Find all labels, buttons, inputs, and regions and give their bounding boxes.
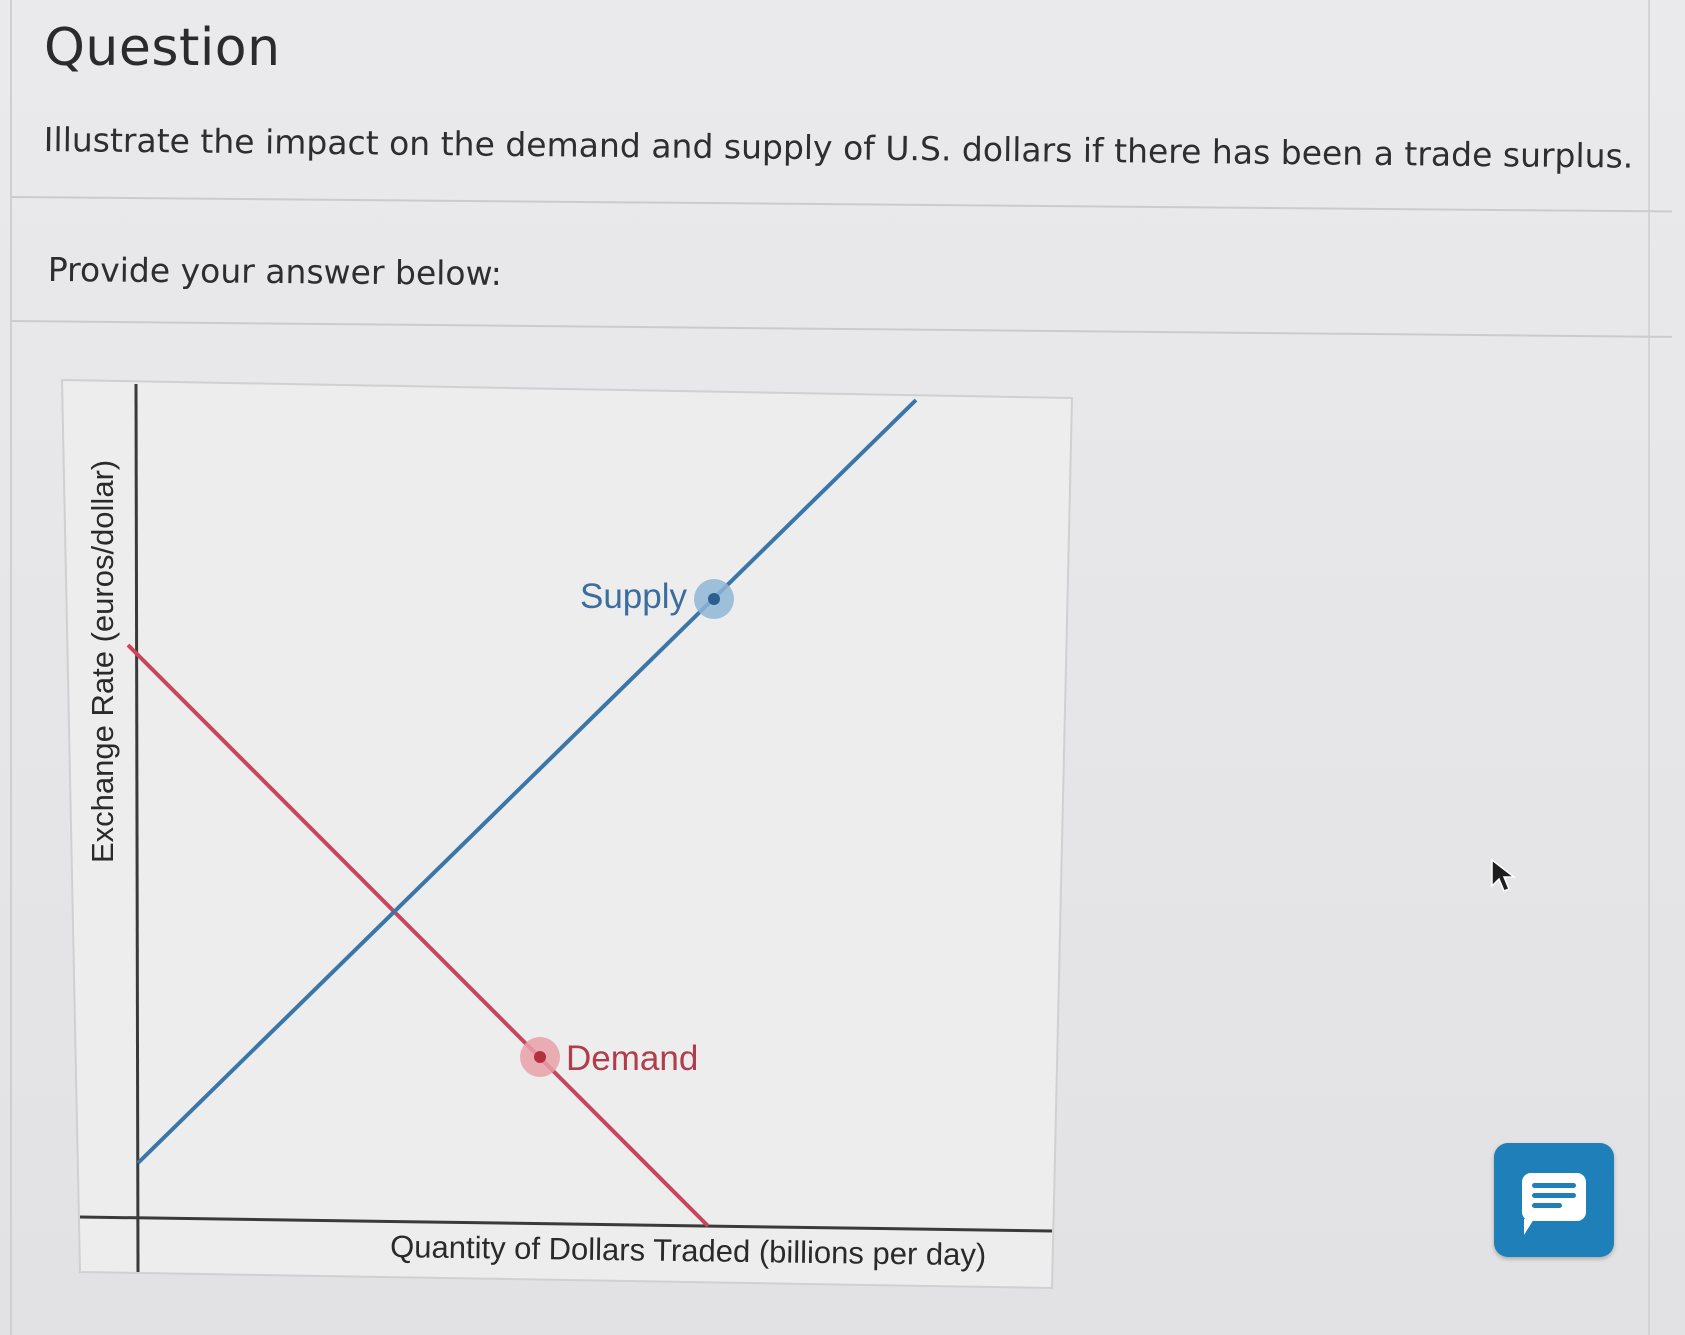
left-border — [10, 0, 12, 1335]
demand-curve[interactable] — [126, 643, 710, 1228]
y-axis-label: Exchange Rate (euros/dollar) — [85, 460, 120, 863]
page-title: Question — [44, 18, 281, 78]
right-border — [1648, 0, 1650, 1335]
x-axis — [79, 1215, 1053, 1233]
supply-label: Supply — [580, 577, 688, 616]
graph-panel — [60, 378, 1074, 1290]
x-axis-label: Quantity of Dollars Traded (billions per… — [390, 1229, 987, 1272]
demand-label: Demand — [566, 1039, 698, 1078]
demand-handle-dot — [534, 1051, 546, 1063]
chat-icon — [1522, 1173, 1586, 1235]
y-axis — [134, 383, 140, 1273]
supply-handle-dot — [708, 593, 720, 605]
mouse-cursor-icon — [1491, 858, 1516, 892]
chat-button[interactable] — [1494, 1143, 1614, 1257]
supply-curve[interactable] — [136, 398, 918, 1165]
